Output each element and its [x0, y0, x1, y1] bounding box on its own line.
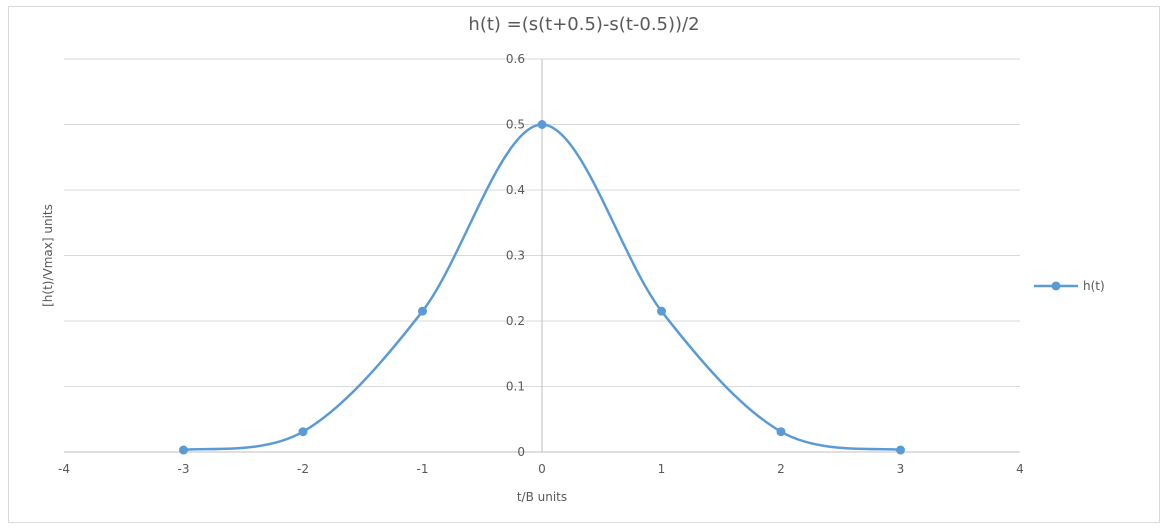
- y-tick-label: 0.3: [506, 249, 525, 263]
- data-point: [298, 427, 308, 437]
- x-tick-label: 0: [538, 462, 546, 476]
- y-tick-label: 0.2: [506, 314, 525, 328]
- y-tick-label: 0.5: [506, 118, 525, 132]
- y-tick-label: 0: [517, 445, 525, 459]
- data-point: [179, 445, 188, 455]
- x-tick-label: 2: [777, 462, 785, 476]
- y-axis-label: [h(t)/Vmax] units: [41, 204, 55, 307]
- data-point: [776, 427, 786, 437]
- data-point: [418, 306, 427, 316]
- data-point: [657, 306, 666, 316]
- x-axis-label: t/B units: [517, 490, 567, 504]
- x-tick-label: -3: [178, 462, 190, 476]
- chart-frame: [8, 6, 1160, 523]
- y-tick-label: 0.6: [506, 52, 525, 66]
- legend: h(t): [1034, 279, 1105, 293]
- x-tick-label: -2: [297, 462, 309, 476]
- x-tick-label: 3: [897, 462, 905, 476]
- tick-labels: 0 0.1 0.2 0.3 0.4 0.5 0.6 -4 -3 -2 -1 0 1 2 3 4: [58, 52, 1024, 476]
- series-group: [179, 120, 905, 455]
- legend-marker: [1051, 281, 1061, 291]
- data-point: [537, 120, 547, 129]
- x-tick-label: -4: [58, 462, 70, 476]
- data-point: [896, 445, 905, 455]
- y-tick-label: 0.1: [506, 380, 525, 394]
- x-tick-label: -1: [417, 462, 429, 476]
- y-tick-label: 0.4: [506, 183, 525, 197]
- chart-title: h(t) =(s(t+0.5)-s(t-0.5))/2: [468, 14, 700, 35]
- legend-label: h(t): [1083, 279, 1105, 293]
- x-tick-label: 1: [658, 462, 666, 476]
- x-tick-label: 4: [1016, 462, 1024, 476]
